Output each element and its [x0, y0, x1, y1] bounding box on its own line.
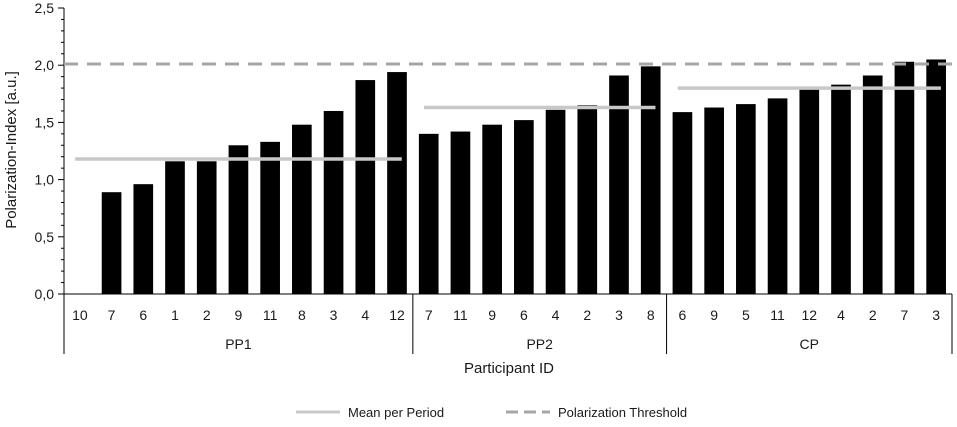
x-tick-label: 11 [263, 307, 278, 323]
x-tick-label: 7 [425, 307, 433, 323]
bar [482, 124, 502, 294]
x-tick-label: 9 [235, 307, 243, 323]
bar [767, 98, 788, 294]
x-tick-label: 9 [710, 307, 718, 323]
bar [292, 124, 312, 294]
x-tick-label: 8 [298, 307, 306, 323]
x-tick-label: 3 [330, 307, 338, 323]
bar [609, 75, 629, 294]
x-tick-label: 11 [770, 307, 785, 323]
bar [926, 59, 946, 295]
x-tick-label: 7 [108, 307, 116, 323]
bar [672, 112, 693, 294]
mean-lines [75, 86, 941, 161]
bar [514, 120, 534, 294]
x-tick-label: 6 [520, 307, 528, 323]
bar [831, 84, 851, 294]
bar [355, 80, 376, 295]
x-tick-label: 2 [869, 307, 877, 323]
bar [387, 72, 407, 295]
x-tick-label: 4 [837, 307, 845, 323]
x-tick-label: 12 [801, 307, 817, 323]
x-tick-label: 4 [361, 307, 369, 323]
bar [418, 133, 439, 294]
x-tick-label: 6 [139, 307, 147, 323]
x-tick-label: 10 [72, 307, 88, 323]
bar [799, 89, 820, 294]
bar [165, 161, 185, 294]
bar [704, 107, 724, 294]
x-tick-label: 11 [453, 307, 468, 323]
x-tick-label: 5 [742, 307, 750, 323]
x-tick-label: 7 [901, 307, 909, 323]
x-axis-title: Participant ID [464, 360, 554, 377]
y-tick-label: 1,0 [35, 172, 55, 188]
x-tick-label: 4 [552, 307, 560, 323]
y-tick-label: 2,0 [35, 57, 55, 73]
bar [196, 161, 217, 294]
bar [545, 109, 566, 294]
y-tick-label: 0,5 [35, 229, 55, 245]
bar [894, 61, 915, 294]
y-axis-title: Polarization-Index [a.u.] [3, 71, 20, 229]
group-label: PP1 [225, 336, 252, 352]
legend: Mean per Period Polarization Threshold [296, 405, 687, 420]
bar [450, 131, 471, 294]
bar [260, 141, 280, 294]
x-tick-label: 2 [203, 307, 211, 323]
bar [133, 184, 154, 294]
group-label: CP [800, 336, 819, 352]
bar [323, 110, 344, 295]
x-tick-label: 6 [679, 307, 687, 323]
bar [640, 66, 661, 295]
legend-label: Polarization Threshold [558, 405, 687, 420]
legend-label: Mean per Period [348, 405, 444, 420]
x-tick-label: 3 [615, 307, 623, 323]
bars [101, 59, 946, 295]
bar [862, 75, 883, 294]
bar [228, 145, 249, 294]
y-tick-label: 1,5 [35, 114, 55, 130]
y-tick-label: 0,0 [35, 286, 55, 302]
x-tick-label: 1 [171, 307, 179, 323]
bar [736, 104, 756, 294]
x-tick-label: 12 [389, 307, 405, 323]
x-tick-label: 3 [932, 307, 940, 323]
y-tick-label: 2,5 [35, 0, 55, 16]
bar [577, 105, 598, 295]
y-axis: 0,0 0,5 1,0 1,5 2,0 2,5 [35, 0, 65, 302]
group-label: PP2 [526, 336, 553, 352]
bar [101, 192, 122, 294]
x-tick-label: 8 [647, 307, 655, 323]
x-tick-label: 2 [583, 307, 591, 323]
x-tick-label: 9 [488, 307, 496, 323]
